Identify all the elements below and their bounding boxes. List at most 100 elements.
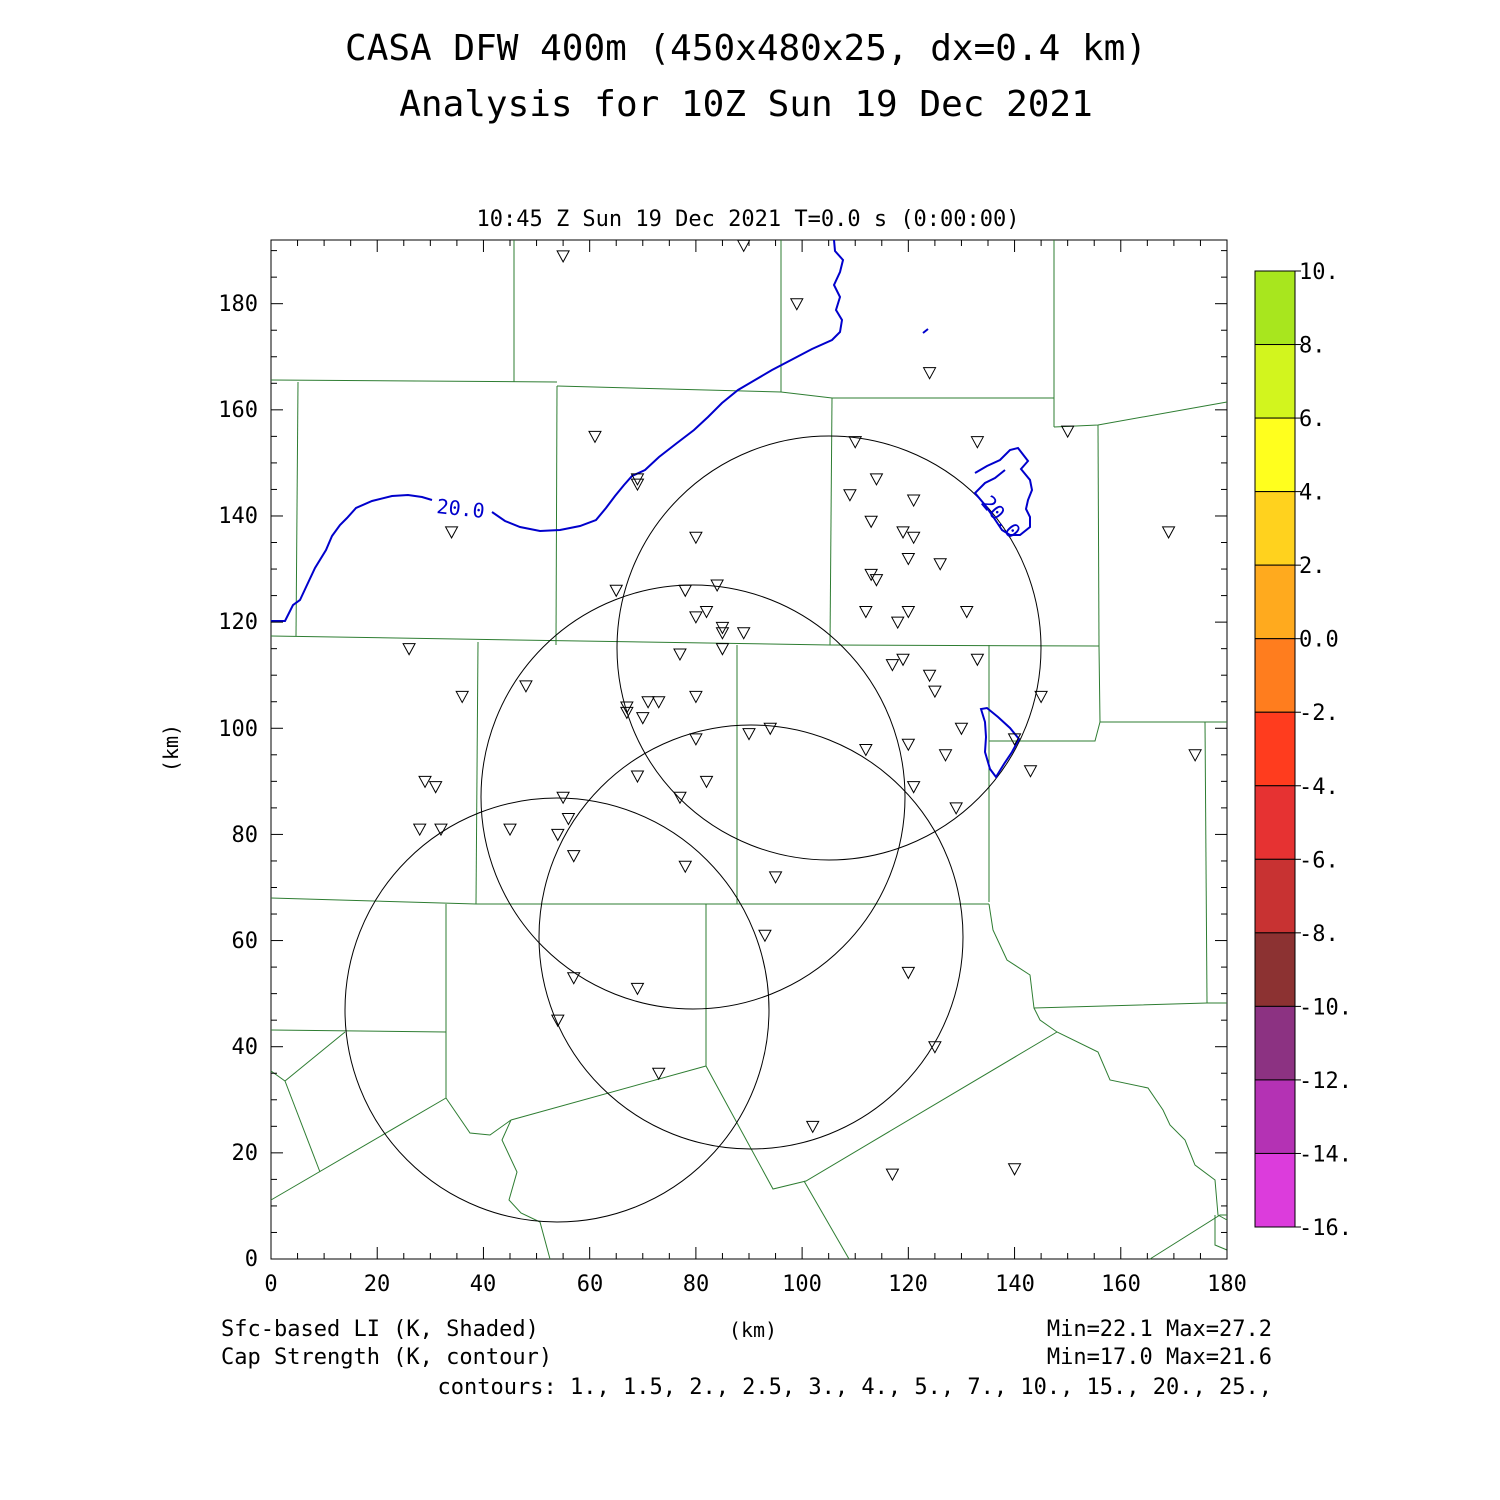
- x-tick-label: 180: [1207, 1272, 1247, 1297]
- colorbar-label: -2.: [1299, 701, 1339, 726]
- station-marker: [630, 478, 645, 492]
- station-marker: [678, 860, 693, 874]
- station-marker: [630, 770, 645, 784]
- station-marker: [1007, 733, 1022, 746]
- station-marker: [444, 526, 459, 539]
- y-axis-tick-labels: 0 20 40 60 80 100 120 140 160 180: [218, 292, 258, 1272]
- x-tick-label: 100: [782, 1272, 822, 1297]
- station-marker: [561, 812, 576, 826]
- station-marker: [673, 648, 687, 662]
- colorbar-label: -8.: [1299, 922, 1339, 947]
- station-marker: [938, 749, 953, 762]
- station-marker: [922, 367, 937, 380]
- station-marker: [715, 643, 730, 656]
- station-marker: [869, 574, 884, 587]
- station-marker: [556, 791, 570, 805]
- station-marker: [651, 1067, 666, 1081]
- station-marker: [970, 653, 985, 667]
- station-marker: [896, 653, 910, 667]
- station-marker: [736, 239, 751, 253]
- station-marker: [689, 733, 703, 746]
- figure-title-line1: CASA DFW 400m (450x480x25, dx=0.4 km): [345, 28, 1147, 69]
- colorbar-swatch: [1254, 932, 1296, 1007]
- x-tick-label: 0: [264, 1272, 277, 1297]
- y-tick-label: 180: [218, 292, 258, 317]
- station-marker: [710, 579, 724, 593]
- station-marker: [896, 526, 910, 539]
- colorbar-swatch: [1254, 564, 1296, 640]
- station-marker: [1023, 765, 1038, 778]
- x-axis-label: (km): [729, 1318, 777, 1342]
- colorbar-swatch: [1254, 491, 1296, 566]
- station-marker: [901, 738, 916, 752]
- colorbar: 10. 8. 6. 4. 2. 0.0 -2. -4. -6. -8. -10. -12. -14. -1…: [1254, 260, 1352, 1241]
- x-axis-tick-labels: 0 20 40 60 80 100 120 140 160 180: [264, 1272, 1247, 1297]
- y-tick-label: 100: [218, 717, 258, 742]
- station-marker: [550, 1014, 565, 1028]
- colorbar-label: -16.: [1299, 1216, 1352, 1241]
- station-marker: [885, 1168, 900, 1182]
- x-tick-label: 80: [683, 1272, 710, 1297]
- station-marker: [635, 712, 650, 725]
- y-tick-label: 20: [232, 1141, 259, 1166]
- station-marker: [859, 744, 873, 757]
- colorbar-label: 6.: [1299, 407, 1326, 432]
- station-marker: [678, 584, 693, 598]
- y-tick-label: 40: [232, 1035, 259, 1060]
- station-marker: [864, 515, 878, 529]
- station-marker: [418, 775, 432, 789]
- station-marker: [1060, 425, 1075, 439]
- y-tick-label: 140: [218, 504, 258, 529]
- station-marker: [689, 531, 703, 545]
- station-marker: [869, 473, 884, 486]
- colorbar-label: -4.: [1299, 775, 1339, 800]
- colorbar-swatch: [1254, 417, 1296, 493]
- plot-area: 20.0 20.0: [270, 239, 1228, 1260]
- x-tick-label: 140: [995, 1272, 1035, 1297]
- station-marker: [641, 696, 655, 709]
- station-marker: [906, 531, 921, 545]
- y-tick-label: 60: [232, 929, 259, 954]
- station-marker: [859, 606, 873, 619]
- colorbar-swatch: [1254, 1152, 1296, 1228]
- valid-time: 10:45 Z Sun 19 Dec 2021 T=0.0 s (0:00:00…: [476, 207, 1019, 232]
- station-marker: [1161, 526, 1176, 539]
- station-marker: [412, 823, 427, 837]
- station-marker: [1034, 690, 1048, 704]
- station-marker: [933, 558, 948, 571]
- station-marker: [959, 606, 974, 619]
- colorbar-label: -14.: [1299, 1142, 1352, 1167]
- station-marker: [768, 871, 783, 884]
- station-marker: [566, 972, 581, 985]
- contour-label: 20.0: [435, 494, 485, 523]
- colorbar-label: -10.: [1299, 995, 1352, 1020]
- footer-shaded-field: Sfc-based LI (K, Shaded): [221, 1317, 539, 1342]
- radar-ring: [344, 797, 770, 1223]
- station-marker: [699, 606, 714, 619]
- station-marker: [843, 489, 857, 502]
- station-marker: [550, 828, 565, 842]
- y-tick-label: 160: [218, 398, 258, 423]
- footer-contour-levels: contours: 1., 1.5, 2., 2.5, 3., 4., 5., …: [438, 1375, 1272, 1400]
- colorbar-swatch: [1254, 711, 1296, 787]
- y-tick-label: 0: [245, 1247, 258, 1272]
- station-marker: [901, 552, 916, 566]
- station-marker: [673, 791, 687, 805]
- colorbar-swatch: [1254, 1005, 1296, 1081]
- station-marker: [699, 775, 714, 789]
- station-marker: [455, 690, 470, 704]
- station-marker: [885, 659, 900, 672]
- colorbar-label: 0.0: [1299, 628, 1339, 653]
- station-marker: [906, 494, 921, 508]
- plot-frame: [270, 239, 1228, 1260]
- station-marker: [503, 823, 517, 837]
- colorbar-label: 4.: [1299, 481, 1326, 506]
- station-marker: [901, 606, 916, 619]
- x-tick-label: 40: [470, 1272, 497, 1297]
- y-axis-label: (km): [159, 724, 183, 772]
- colorbar-swatch: [1254, 638, 1296, 713]
- colorbar-label: -6.: [1299, 848, 1339, 873]
- station-marker: [736, 627, 751, 640]
- observation-stations: [402, 239, 1202, 1182]
